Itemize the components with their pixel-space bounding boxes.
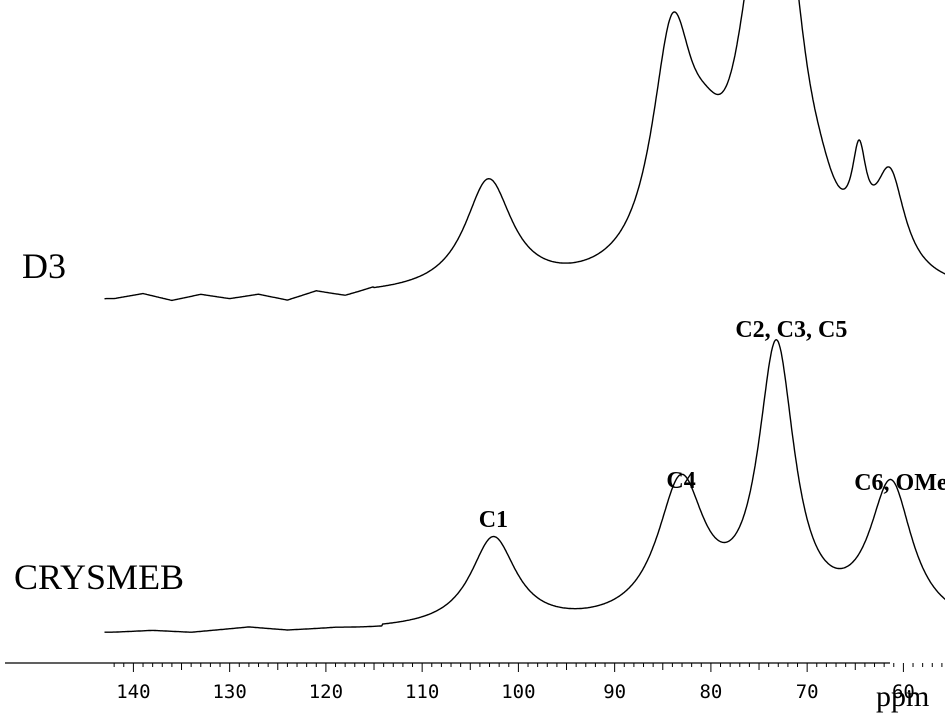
x-tick-label: 130 — [212, 681, 246, 703]
x-axis-unit-label: ppm — [876, 680, 929, 713]
peak-labels: C2, C3, C5 C1 C4 C6, OMe — [479, 317, 945, 533]
x-tick-label: 110 — [405, 681, 439, 703]
x-axis-ticks — [113, 663, 943, 672]
x-tick-label: 90 — [603, 681, 626, 703]
series-label-d3: D3 — [22, 246, 66, 286]
series-label-crysmeb: CRYSMEB — [14, 557, 184, 597]
peak-label-c2-c3-c5: C2, C3, C5 — [735, 317, 847, 343]
x-tick-label: 70 — [796, 681, 819, 703]
x-tick-label: 120 — [309, 681, 343, 703]
x-tick-label: 60 — [892, 681, 915, 703]
spectrum-line-crysmeb — [104, 339, 945, 633]
x-tick-label: 100 — [501, 681, 535, 703]
peak-label-c1: C1 — [479, 507, 508, 533]
x-tick-label: 140 — [116, 681, 150, 703]
peak-label-c6-ome: C6, OMe — [854, 470, 945, 496]
x-tick-label: 80 — [699, 681, 722, 703]
spectrum-traces — [104, 0, 945, 633]
spectrum-line-d3 — [104, 0, 945, 302]
x-axis-tick-labels: 140130120110100908070605040 — [116, 681, 915, 703]
peak-label-c4: C4 — [666, 468, 695, 494]
x-axis: 140130120110100908070605040 — [5, 662, 943, 703]
